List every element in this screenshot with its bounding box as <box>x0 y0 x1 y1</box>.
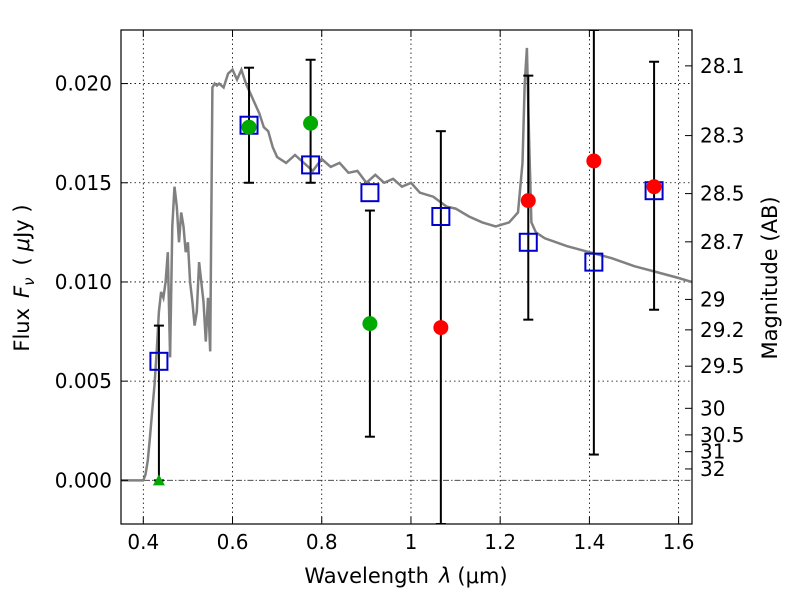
magnitude-tick-label: 32 <box>700 457 725 481</box>
optical-detection-point <box>362 316 378 332</box>
optical-detection-point <box>241 119 257 135</box>
model-photometry-point <box>360 183 380 203</box>
model-photometry-point <box>301 155 321 175</box>
x-tick-label: 0.8 <box>306 530 338 554</box>
model-spectrum-line <box>121 47 692 482</box>
magnitude-tick-label: 28.3 <box>700 124 745 148</box>
x-tick-label: 0.6 <box>217 530 249 554</box>
x-tick-label: 1.6 <box>663 530 695 554</box>
grid <box>121 30 692 524</box>
x-tick-label: 1.4 <box>573 530 605 554</box>
magnitude-tick-label: 28.7 <box>700 230 745 254</box>
optical-detection-point <box>303 115 319 131</box>
plot-frame <box>120 29 693 525</box>
data-markers <box>149 115 664 486</box>
x-tick-label: 0.4 <box>127 530 159 554</box>
magnitude-tick-label: 29.5 <box>700 354 745 378</box>
model-photometry-point <box>149 351 169 371</box>
plot-area <box>121 30 692 524</box>
magnitude-tick-label: 29.2 <box>700 318 745 342</box>
nir-detection-point <box>646 179 662 195</box>
model-photometry-point <box>518 232 538 252</box>
y-axis-ticks: 0.000 0.005 0.010 0.015 0.020 <box>55 72 128 492</box>
x-axis-ticks: 0.4 0.6 0.8 1 1.2 1.4 1.6 <box>127 30 695 554</box>
upper-limit-marker <box>152 474 165 486</box>
y-tick-label: 0.005 <box>55 369 112 393</box>
magnitude-tick-label: 31 <box>700 440 725 464</box>
nir-detection-point <box>433 320 449 336</box>
y-axis-title: FluxFν(μJy ) <box>10 204 38 351</box>
magnitude-tick-label: 30.5 <box>700 423 745 447</box>
magnitude-tick-label: 28.1 <box>700 54 745 78</box>
magnitude-tick-label: 28.5 <box>700 182 745 206</box>
y-tick-label: 0.010 <box>55 270 112 294</box>
x-axis-title: Wavelength λ (μm) <box>304 564 507 588</box>
model-photometry-point <box>584 252 604 272</box>
y-tick-label: 0.015 <box>55 171 112 195</box>
model-photometry-point <box>431 206 451 226</box>
x-tick-label: 1.2 <box>484 530 516 554</box>
y-tick-label: 0.000 <box>55 468 112 492</box>
magnitude-tick-label: 30 <box>700 396 725 420</box>
x-tick-label: 1 <box>405 530 418 554</box>
y-tick-label: 0.020 <box>55 72 112 96</box>
nir-detection-point <box>586 153 602 169</box>
magnitude-tick-label: 29 <box>700 287 725 311</box>
nir-detection-point <box>520 193 536 209</box>
error-bars <box>153 30 660 524</box>
magnitude-axis-title: Magnitude (AB) <box>758 196 782 359</box>
